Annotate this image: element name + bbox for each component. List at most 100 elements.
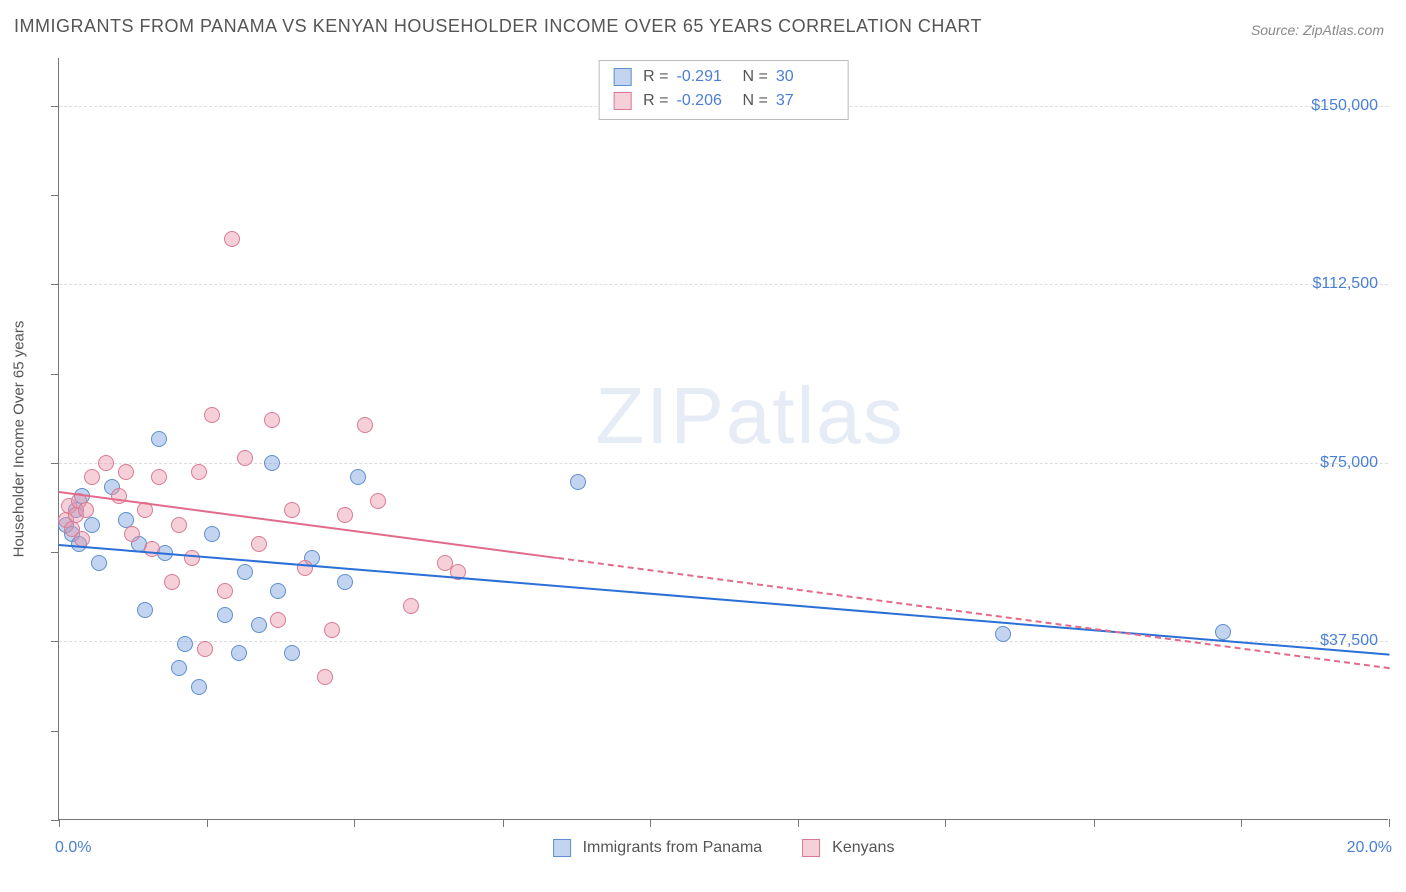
data-point-panama: [570, 474, 586, 490]
data-point-panama: [171, 660, 187, 676]
data-point-panama: [237, 564, 253, 580]
x-tick: [1389, 819, 1390, 827]
watermark-thin: atlas: [726, 371, 905, 460]
data-point-kenyans: [118, 464, 134, 480]
data-point-panama: [350, 469, 366, 485]
swatch-kenyans-icon: [802, 839, 820, 857]
data-point-kenyans: [151, 469, 167, 485]
data-point-panama: [337, 574, 353, 590]
data-point-kenyans: [197, 641, 213, 657]
data-point-kenyans: [297, 560, 313, 576]
y-tick: [51, 552, 59, 553]
plot-area: ZIPatlas Householder Income Over 65 year…: [58, 58, 1388, 820]
legend-item-panama: Immigrants from Panama: [553, 839, 763, 857]
data-point-kenyans: [84, 469, 100, 485]
data-point-kenyans: [184, 550, 200, 566]
swatch-panama: [613, 68, 631, 86]
data-point-kenyans: [403, 598, 419, 614]
legend-item-kenyans: Kenyans: [802, 839, 894, 857]
y-axis-title: Householder Income Over 65 years: [11, 320, 28, 557]
y-tick: [51, 820, 59, 821]
data-point-kenyans: [217, 583, 233, 599]
n-label: N =: [743, 89, 768, 113]
data-point-kenyans: [337, 507, 353, 523]
r-value-panama: -0.291: [677, 65, 735, 89]
legend-label-kenyans: Kenyans: [832, 839, 894, 857]
r-label: R =: [643, 89, 668, 113]
source-label: Source: ZipAtlas.com: [1251, 22, 1384, 38]
y-tick: [51, 106, 59, 107]
y-tick: [51, 284, 59, 285]
x-tick: [207, 819, 208, 827]
data-point-kenyans: [357, 417, 373, 433]
x-tick: [1241, 819, 1242, 827]
data-point-kenyans: [191, 464, 207, 480]
data-point-panama: [217, 607, 233, 623]
data-point-kenyans: [78, 502, 94, 518]
data-point-panama: [177, 636, 193, 652]
y-tick-label: $112,500: [1312, 275, 1378, 293]
data-point-panama: [264, 455, 280, 471]
r-label: R =: [643, 65, 668, 89]
data-point-panama: [251, 617, 267, 633]
data-point-panama: [204, 526, 220, 542]
data-point-kenyans: [270, 612, 286, 628]
data-point-kenyans: [264, 412, 280, 428]
data-point-kenyans: [171, 517, 187, 533]
data-point-panama: [91, 555, 107, 571]
data-point-kenyans: [317, 669, 333, 685]
n-value-panama: 30: [776, 65, 834, 89]
y-tick: [51, 731, 59, 732]
swatch-kenyans: [613, 92, 631, 110]
data-point-kenyans: [204, 407, 220, 423]
data-point-panama: [84, 517, 100, 533]
data-point-panama: [191, 679, 207, 695]
x-axis-max-label: 20.0%: [1347, 839, 1392, 857]
gridline: [59, 284, 1388, 285]
legend-label-panama: Immigrants from Panama: [583, 839, 763, 857]
y-tick-label: $150,000: [1311, 97, 1378, 115]
data-point-kenyans: [370, 493, 386, 509]
stats-row-panama: R = -0.291 N = 30: [613, 65, 834, 89]
data-point-panama: [137, 602, 153, 618]
chart-title: IMMIGRANTS FROM PANAMA VS KENYAN HOUSEHO…: [14, 16, 982, 37]
x-axis-min-label: 0.0%: [55, 839, 91, 857]
x-tick: [1094, 819, 1095, 827]
watermark: ZIPatlas: [595, 370, 904, 462]
n-label: N =: [743, 65, 768, 89]
data-point-kenyans: [324, 622, 340, 638]
data-point-kenyans: [98, 455, 114, 471]
swatch-panama-icon: [553, 839, 571, 857]
data-point-panama: [1215, 624, 1231, 640]
data-point-kenyans: [124, 526, 140, 542]
y-tick-label: $75,000: [1320, 454, 1378, 472]
data-point-panama: [151, 431, 167, 447]
x-tick: [650, 819, 651, 827]
data-point-kenyans: [284, 502, 300, 518]
y-tick: [51, 463, 59, 464]
x-tick: [503, 819, 504, 827]
data-point-kenyans: [251, 536, 267, 552]
x-tick: [798, 819, 799, 827]
x-tick: [59, 819, 60, 827]
x-tick: [354, 819, 355, 827]
data-point-panama: [995, 626, 1011, 642]
bottom-legend: Immigrants from Panama Kenyans: [553, 839, 895, 857]
x-tick: [945, 819, 946, 827]
trend-line: [59, 544, 1389, 656]
y-tick: [51, 195, 59, 196]
r-value-kenyans: -0.206: [677, 89, 735, 113]
y-tick: [51, 641, 59, 642]
gridline: [59, 463, 1388, 464]
stats-row-kenyans: R = -0.206 N = 37: [613, 89, 834, 113]
data-point-kenyans: [237, 450, 253, 466]
n-value-kenyans: 37: [776, 89, 834, 113]
stats-legend-box: R = -0.291 N = 30 R = -0.206 N = 37: [598, 60, 849, 120]
data-point-panama: [231, 645, 247, 661]
data-point-panama: [270, 583, 286, 599]
data-point-kenyans: [224, 231, 240, 247]
watermark-bold: ZIP: [595, 371, 725, 460]
data-point-panama: [284, 645, 300, 661]
data-point-kenyans: [164, 574, 180, 590]
trend-line: [558, 557, 1389, 669]
